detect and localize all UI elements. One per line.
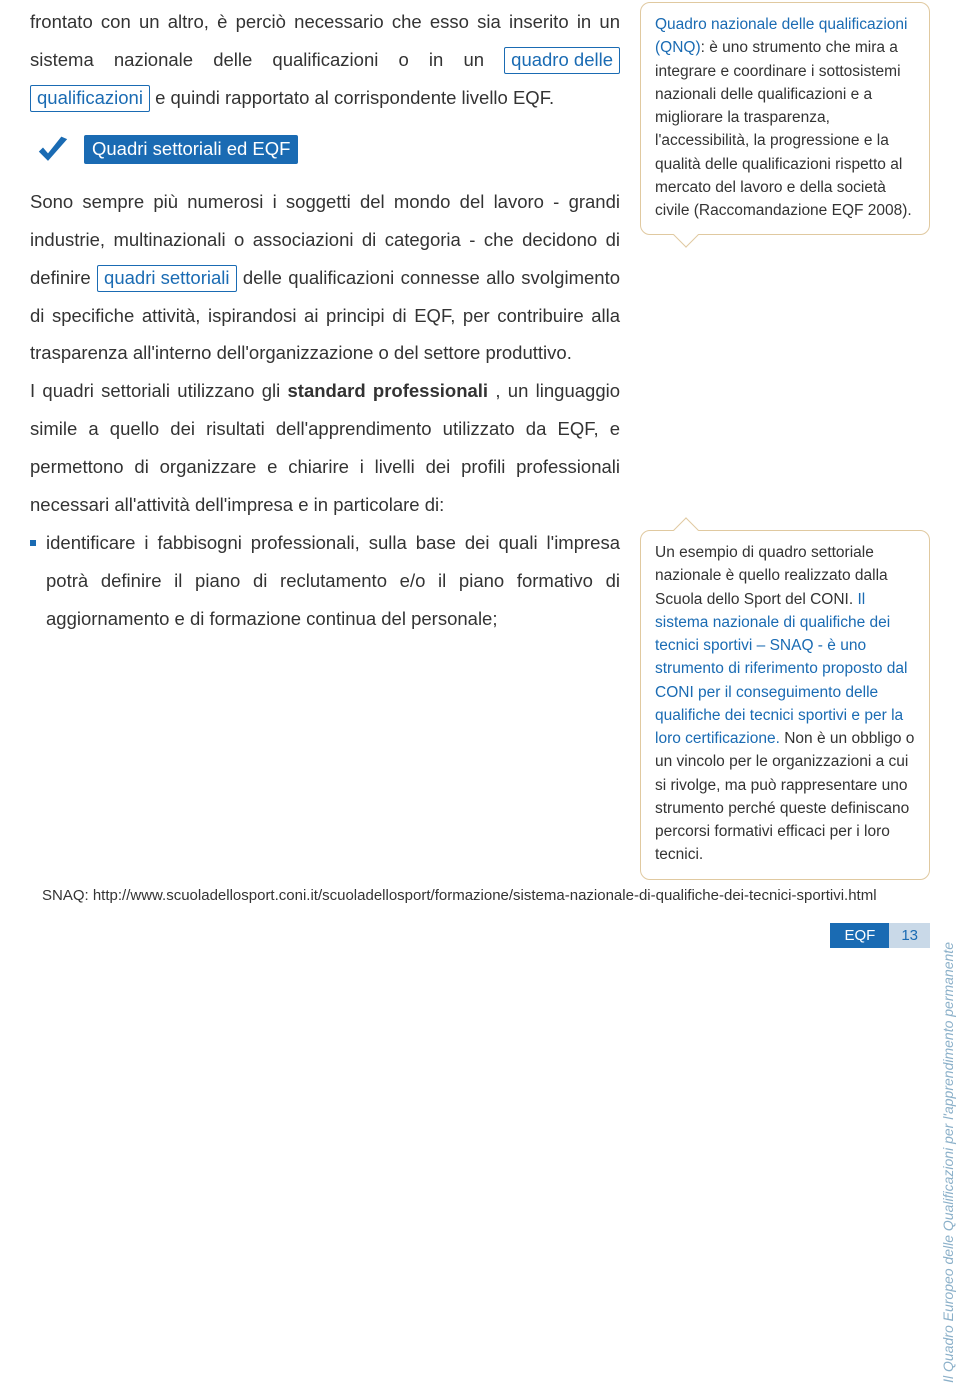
page-badge: EQF 13: [830, 923, 930, 948]
callout-tail: [673, 223, 698, 248]
callout-snaq: Un esempio di quadro settoriale nazional…: [640, 530, 930, 880]
bullet-text: identificare i fabbisogni professionali,…: [44, 524, 620, 638]
checkmark-icon: [36, 135, 70, 165]
footer-link: SNAQ: http://www.scuoladellosport.coni.i…: [42, 887, 920, 904]
intro-b: e quindi rapportato al corrispondente li…: [155, 87, 554, 108]
callout2-a: Un esempio di quadro settoriale nazional…: [655, 544, 888, 608]
p3-strong: standard professionali: [288, 380, 489, 401]
bullet-item: identificare i fabbisogni professionali,…: [30, 524, 620, 638]
highlight-quadro-delle: quadro delle: [504, 47, 620, 74]
highlight-qualificazioni: qualificazioni: [30, 85, 150, 112]
callout2-blue: Il sistema nazionale di qualifiche dei t…: [655, 591, 907, 748]
callout2-b: Non è un obbligo o un vincolo per le org…: [655, 730, 914, 863]
page-root: frontato con un altro, è perciò necessar…: [0, 0, 960, 960]
intro-paragraph: frontato con un altro, è perciò necessar…: [30, 3, 620, 117]
side-title: Il Quadro Europeo delle Qualificazioni p…: [940, 942, 956, 1383]
callout1-text: : è uno strumento che mira a integrare e…: [655, 39, 912, 219]
callout-qnq: Quadro nazionale delle qualificazioni (Q…: [640, 2, 930, 235]
bullet-square-icon: [30, 540, 36, 546]
page-badge-label: EQF: [830, 923, 889, 948]
highlight-quadri-settoriali: quadri settoriali: [97, 265, 236, 292]
page-badge-number: 13: [889, 923, 930, 948]
p3-a: I quadri settoriali utilizzano gli: [30, 380, 288, 401]
callout-tail: [673, 517, 698, 542]
main-column: frontato con un altro, è perciò necessar…: [30, 0, 620, 638]
paragraph-3: I quadri settoriali utilizzano gli stand…: [30, 372, 620, 524]
paragraph-2: Sono sempre più numerosi i soggetti del …: [30, 183, 620, 373]
section-title: Quadri settoriali ed EQF: [84, 135, 298, 164]
section-heading-row: Quadri settoriali ed EQF: [36, 135, 620, 165]
